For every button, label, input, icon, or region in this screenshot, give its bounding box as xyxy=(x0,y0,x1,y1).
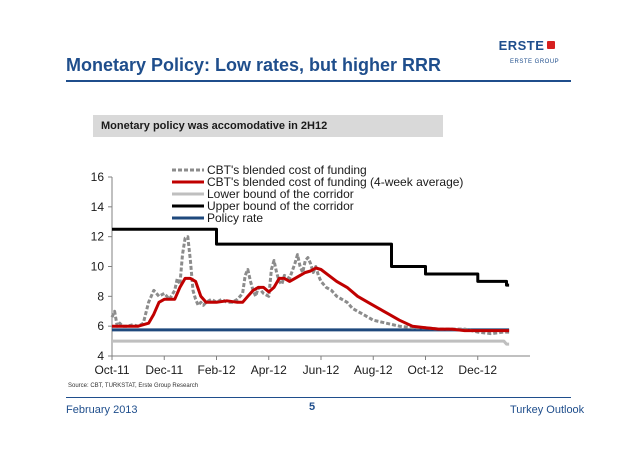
y-tick-label: 12 xyxy=(91,230,105,244)
chart-axes: 4 6 8 10 12 14 16 Oct-11 Dec-11 Feb-12 Apr-12 Jun-1… xyxy=(91,170,530,377)
footer-divider xyxy=(66,397,571,398)
legend-label: CBT's blended cost of funding xyxy=(207,163,367,177)
callout-banner: Monetary policy was accomodative in 2H12 xyxy=(93,115,443,137)
x-tick-label: Dec-11 xyxy=(145,363,183,377)
logo-mark-icon xyxy=(547,41,556,49)
series-line-gray-marker xyxy=(110,235,510,336)
source-note: Source: CBT, TURKSTAT, Erste Group Resea… xyxy=(68,383,199,389)
x-tick-label: Apr-12 xyxy=(251,363,287,377)
y-tick-label: 14 xyxy=(91,200,105,214)
legend-label: CBT's blended cost of funding (4-week av… xyxy=(207,175,463,189)
x-tick-label: Aug-12 xyxy=(354,363,393,377)
page-title: Monetary Policy: Low rates, but higher R… xyxy=(66,55,442,75)
page-number: 5 xyxy=(309,401,316,413)
logo-subtext: ERSTE GROUP xyxy=(510,59,560,65)
series-line-lightgray xyxy=(112,339,510,346)
y-tick-label: 6 xyxy=(97,319,104,333)
series-line-red xyxy=(112,266,510,333)
title-divider xyxy=(66,80,571,82)
legend-label: Upper bound of the corridor xyxy=(207,199,354,213)
y-tick-label: 16 xyxy=(91,170,105,184)
x-tick-label: Oct-12 xyxy=(407,363,443,377)
footer-doc-title: Turkey Outlook xyxy=(510,404,585,416)
logo-text: ERSTE xyxy=(498,37,545,53)
x-tick-label: Feb-12 xyxy=(197,363,235,377)
y-tick-label: 10 xyxy=(91,260,105,274)
footer-date: February 2013 xyxy=(66,404,138,416)
y-tick-label: 4 xyxy=(97,349,104,363)
legend-label: Lower bound of the corridor xyxy=(207,187,354,201)
erste-logo: ERSTE xyxy=(497,36,557,54)
x-tick-label: Oct-11 xyxy=(94,363,129,377)
y-tick-label: 8 xyxy=(97,289,104,303)
x-tick-label: Jun-12 xyxy=(303,363,340,377)
legend-label: Policy rate xyxy=(207,211,263,225)
chart-series xyxy=(110,227,510,346)
x-tick-label: Dec-12 xyxy=(458,363,497,377)
callout-banner-text: Monetary policy was accomodative in 2H12 xyxy=(101,120,328,132)
series-line-black xyxy=(112,227,510,287)
